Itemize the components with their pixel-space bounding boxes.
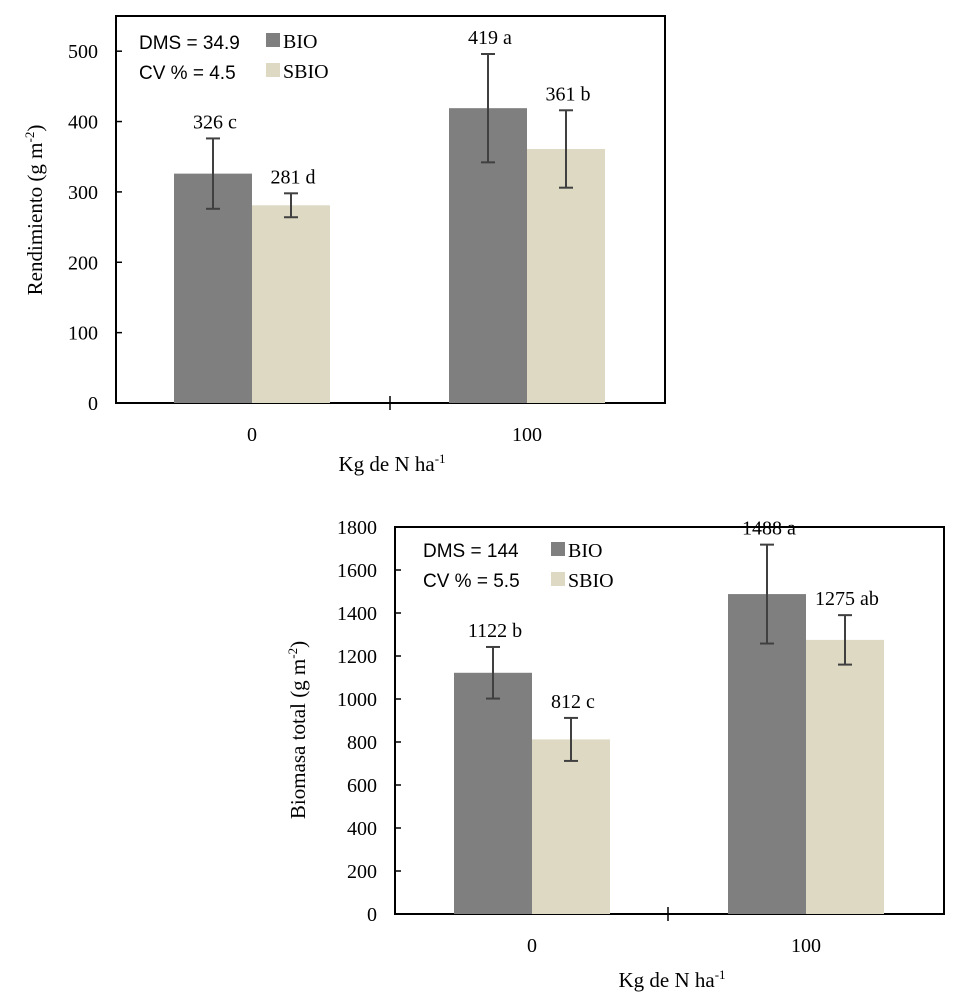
data-label: 326 c xyxy=(193,111,237,133)
legend-swatch-sbio xyxy=(551,572,565,586)
y-tick-label: 0 xyxy=(367,904,377,926)
x-axis-title: Kg de N ha-1 xyxy=(338,451,445,476)
legend-label-bio: BIO xyxy=(283,31,317,53)
y-tick-label: 800 xyxy=(347,732,377,754)
legend-swatch-bio xyxy=(551,542,565,556)
annotation-cv: CV % = 5.5 xyxy=(423,571,520,592)
y-tick-label: 600 xyxy=(347,775,377,797)
data-label: 812 c xyxy=(551,691,595,713)
bars xyxy=(454,594,884,914)
bar-bio-0 xyxy=(174,173,252,403)
data-label: 1122 b xyxy=(468,620,522,642)
legend-label-sbio: SBIO xyxy=(283,61,329,83)
bar-bio-100 xyxy=(728,594,806,914)
y-tick-label: 300 xyxy=(68,182,98,204)
legend-label-bio: BIO xyxy=(568,540,602,562)
y-tick-label: 400 xyxy=(347,818,377,840)
y-tick-label: 0 xyxy=(88,393,98,415)
y-axis-title: Rendimiento (g m-2) xyxy=(22,125,47,296)
y-axis-title: Biomasa total (g m-2) xyxy=(285,641,310,819)
y-ticks: 0 200 400 600 800 1000 1200 1400 1600 1800 xyxy=(337,517,401,926)
chart-rendimiento: 0 100 200 300 400 500 326 c 281 d 419 a 361 b 0 1… xyxy=(22,15,666,476)
y-tick-label: 400 xyxy=(68,112,98,134)
bar-bio-0 xyxy=(454,672,532,914)
data-label: 1275 ab xyxy=(815,588,879,610)
x-tick-label: 0 xyxy=(247,424,257,446)
annotation-cv: CV % = 4.5 xyxy=(139,63,236,84)
data-label: 1488 a xyxy=(742,518,796,540)
bar-sbio-100 xyxy=(527,148,605,403)
bar-sbio-0 xyxy=(252,205,330,403)
legend-swatch-bio xyxy=(266,33,280,47)
bars xyxy=(174,108,605,403)
y-tick-label: 500 xyxy=(68,41,98,63)
y-tick-label: 1600 xyxy=(337,560,377,582)
y-tick-label: 200 xyxy=(347,861,377,883)
error-bars xyxy=(206,52,573,219)
bar-sbio-0 xyxy=(532,739,610,914)
y-tick-label: 1400 xyxy=(337,603,377,625)
y-tick-label: 1200 xyxy=(337,646,377,668)
y-tick-label: 1000 xyxy=(337,689,377,711)
bar-labels: 1122 b 812 c 1488 a 1275 ab xyxy=(468,518,879,713)
legend-swatch-sbio xyxy=(266,63,280,77)
data-label: 281 d xyxy=(271,166,316,188)
bar-sbio-100 xyxy=(806,639,884,914)
x-tick-label: 100 xyxy=(791,935,821,957)
x-tick-label: 100 xyxy=(512,424,542,446)
annotation-dms: DMS = 34.9 xyxy=(139,33,240,54)
y-tick-label: 200 xyxy=(68,252,98,274)
legend-label-sbio: SBIO xyxy=(568,570,614,592)
x-axis-title: Kg de N ha-1 xyxy=(618,967,725,992)
y-tick-label: 100 xyxy=(68,323,98,345)
y-ticks: 0 100 200 300 400 500 xyxy=(68,41,122,415)
y-tick-label: 1800 xyxy=(337,517,377,539)
x-tick-labels: 0 100 xyxy=(527,935,821,957)
bar-labels: 326 c 281 d 419 a 361 b xyxy=(193,27,590,188)
annotation-dms: DMS = 144 xyxy=(423,541,519,562)
data-label: 361 b xyxy=(546,83,591,105)
error-bars xyxy=(486,543,852,762)
data-label: 419 a xyxy=(468,27,512,49)
x-tick-labels: 0 100 xyxy=(247,424,542,446)
x-tick-label: 0 xyxy=(527,935,537,957)
plot-frame xyxy=(394,526,945,915)
